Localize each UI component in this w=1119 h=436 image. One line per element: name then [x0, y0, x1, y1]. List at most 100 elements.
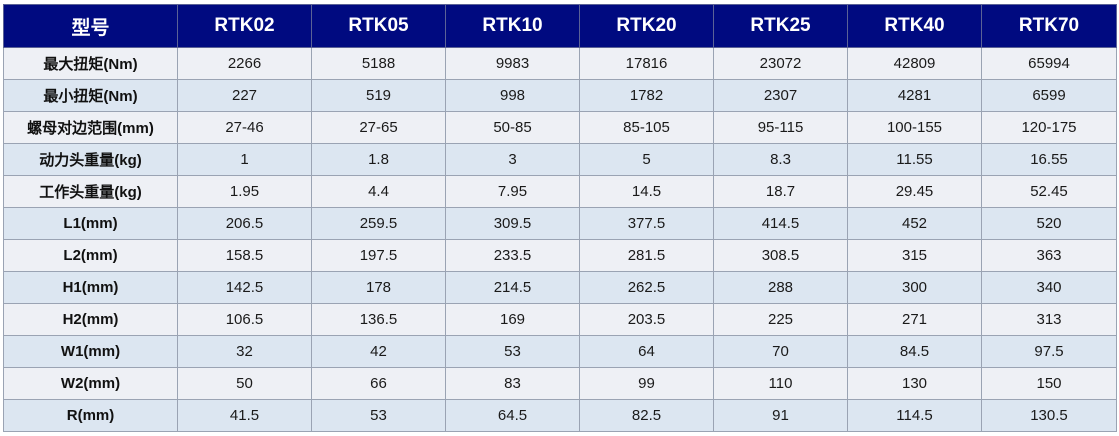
table-cell: 14.5 — [579, 175, 714, 208]
table-cell: 130 — [847, 367, 982, 400]
table-cell: 197.5 — [311, 239, 446, 272]
table-cell: 82.5 — [579, 399, 714, 432]
table-cell: 53 — [445, 335, 580, 368]
table-row: R(mm) 41.5 53 64.5 82.5 91 114.5 130.5 — [3, 399, 1117, 432]
row-label: 最小扭矩(Nm) — [3, 79, 178, 112]
header-model-rtk25: RTK25 — [713, 4, 848, 48]
table-cell: 91 — [713, 399, 848, 432]
table-row: 螺母对边范围(mm) 27-46 27-65 50-85 85-105 95-115 100… — [3, 111, 1117, 144]
header-model-rtk02: RTK02 — [177, 4, 312, 48]
table-cell: 5188 — [311, 47, 446, 80]
row-label: H2(mm) — [3, 303, 178, 336]
table-cell: 18.7 — [713, 175, 848, 208]
table-cell: 414.5 — [713, 207, 848, 240]
table-cell: 233.5 — [445, 239, 580, 272]
table-cell: 271 — [847, 303, 982, 336]
table-row: L2(mm) 158.5 197.5 233.5 281.5 308.5 315 363 — [3, 239, 1117, 272]
table-row: H2(mm) 106.5 136.5 169 203.5 225 271 313 — [3, 303, 1117, 336]
table-cell: 309.5 — [445, 207, 580, 240]
table-cell: 8.3 — [713, 143, 848, 176]
table-cell: 65994 — [981, 47, 1117, 80]
table-row: 工作头重量(kg) 1.95 4.4 7.95 14.5 18.7 29.45 52.45 — [3, 175, 1117, 208]
table-cell: 262.5 — [579, 271, 714, 304]
row-label: L2(mm) — [3, 239, 178, 272]
table-cell: 50-85 — [445, 111, 580, 144]
table-header: 型号 RTK02 RTK05 RTK10 RTK20 RTK25 RTK40 R… — [3, 4, 1117, 48]
table-row: W1(mm) 32 42 53 64 70 84.5 97.5 — [3, 335, 1117, 368]
table-cell: 288 — [713, 271, 848, 304]
table-cell: 300 — [847, 271, 982, 304]
row-label: 最大扭矩(Nm) — [3, 47, 178, 80]
table-cell: 377.5 — [579, 207, 714, 240]
table-cell: 32 — [177, 335, 312, 368]
table-cell: 1.8 — [311, 143, 446, 176]
table-cell: 519 — [311, 79, 446, 112]
table-cell: 99 — [579, 367, 714, 400]
table-cell: 520 — [981, 207, 1117, 240]
table-cell: 227 — [177, 79, 312, 112]
table-cell: 313 — [981, 303, 1117, 336]
table-cell: 64 — [579, 335, 714, 368]
table-cell: 84.5 — [847, 335, 982, 368]
table-cell: 52.45 — [981, 175, 1117, 208]
table-cell: 281.5 — [579, 239, 714, 272]
header-model-rtk40: RTK40 — [847, 4, 982, 48]
table-cell: 120-175 — [981, 111, 1117, 144]
table-cell: 53 — [311, 399, 446, 432]
table-cell: 50 — [177, 367, 312, 400]
table-cell: 29.45 — [847, 175, 982, 208]
table-cell: 2307 — [713, 79, 848, 112]
table-cell: 142.5 — [177, 271, 312, 304]
row-label: L1(mm) — [3, 207, 178, 240]
table-cell: 7.95 — [445, 175, 580, 208]
table-row: L1(mm) 206.5 259.5 309.5 377.5 414.5 452 520 — [3, 207, 1117, 240]
table-cell: 308.5 — [713, 239, 848, 272]
table-row: H1(mm) 142.5 178 214.5 262.5 288 300 340 — [3, 271, 1117, 304]
table-cell: 9983 — [445, 47, 580, 80]
table-cell: 114.5 — [847, 399, 982, 432]
table-cell: 16.55 — [981, 143, 1117, 176]
header-row: 型号 RTK02 RTK05 RTK10 RTK20 RTK25 RTK40 R… — [3, 4, 1117, 48]
table-cell: 4.4 — [311, 175, 446, 208]
table-cell: 41.5 — [177, 399, 312, 432]
table-cell: 169 — [445, 303, 580, 336]
header-model-rtk20: RTK20 — [579, 4, 714, 48]
table-cell: 17816 — [579, 47, 714, 80]
table-cell: 2266 — [177, 47, 312, 80]
table-cell: 363 — [981, 239, 1117, 272]
table-row: 最小扭矩(Nm) 227 519 998 1782 2307 4281 6599 — [3, 79, 1117, 112]
header-model-rtk70: RTK70 — [981, 4, 1117, 48]
table-row: W2(mm) 50 66 83 99 110 130 150 — [3, 367, 1117, 400]
table-cell: 315 — [847, 239, 982, 272]
table-cell: 340 — [981, 271, 1117, 304]
table-cell: 42 — [311, 335, 446, 368]
table-cell: 206.5 — [177, 207, 312, 240]
table-cell: 27-46 — [177, 111, 312, 144]
table-cell: 70 — [713, 335, 848, 368]
table-cell: 64.5 — [445, 399, 580, 432]
table-cell: 27-65 — [311, 111, 446, 144]
table-cell: 66 — [311, 367, 446, 400]
table-row: 动力头重量(kg) 1 1.8 3 5 8.3 11.55 16.55 — [3, 143, 1117, 176]
table-cell: 85-105 — [579, 111, 714, 144]
table-cell: 100-155 — [847, 111, 982, 144]
spec-table: 型号 RTK02 RTK05 RTK10 RTK20 RTK25 RTK40 R… — [3, 4, 1117, 432]
row-label: R(mm) — [3, 399, 178, 432]
table-cell: 11.55 — [847, 143, 982, 176]
header-model-rtk10: RTK10 — [445, 4, 580, 48]
table-cell: 106.5 — [177, 303, 312, 336]
table-cell: 130.5 — [981, 399, 1117, 432]
table-cell: 1 — [177, 143, 312, 176]
table-cell: 158.5 — [177, 239, 312, 272]
row-label: H1(mm) — [3, 271, 178, 304]
table-cell: 150 — [981, 367, 1117, 400]
table-cell: 259.5 — [311, 207, 446, 240]
table-row: 最大扭矩(Nm) 2266 5188 9983 17816 23072 42809 65994 — [3, 47, 1117, 80]
table-body: 最大扭矩(Nm) 2266 5188 9983 17816 23072 42809 65994… — [3, 47, 1117, 432]
row-label: 工作头重量(kg) — [3, 175, 178, 208]
table-cell: 42809 — [847, 47, 982, 80]
row-label: 动力头重量(kg) — [3, 143, 178, 176]
header-model-rtk05: RTK05 — [311, 4, 446, 48]
table-cell: 23072 — [713, 47, 848, 80]
